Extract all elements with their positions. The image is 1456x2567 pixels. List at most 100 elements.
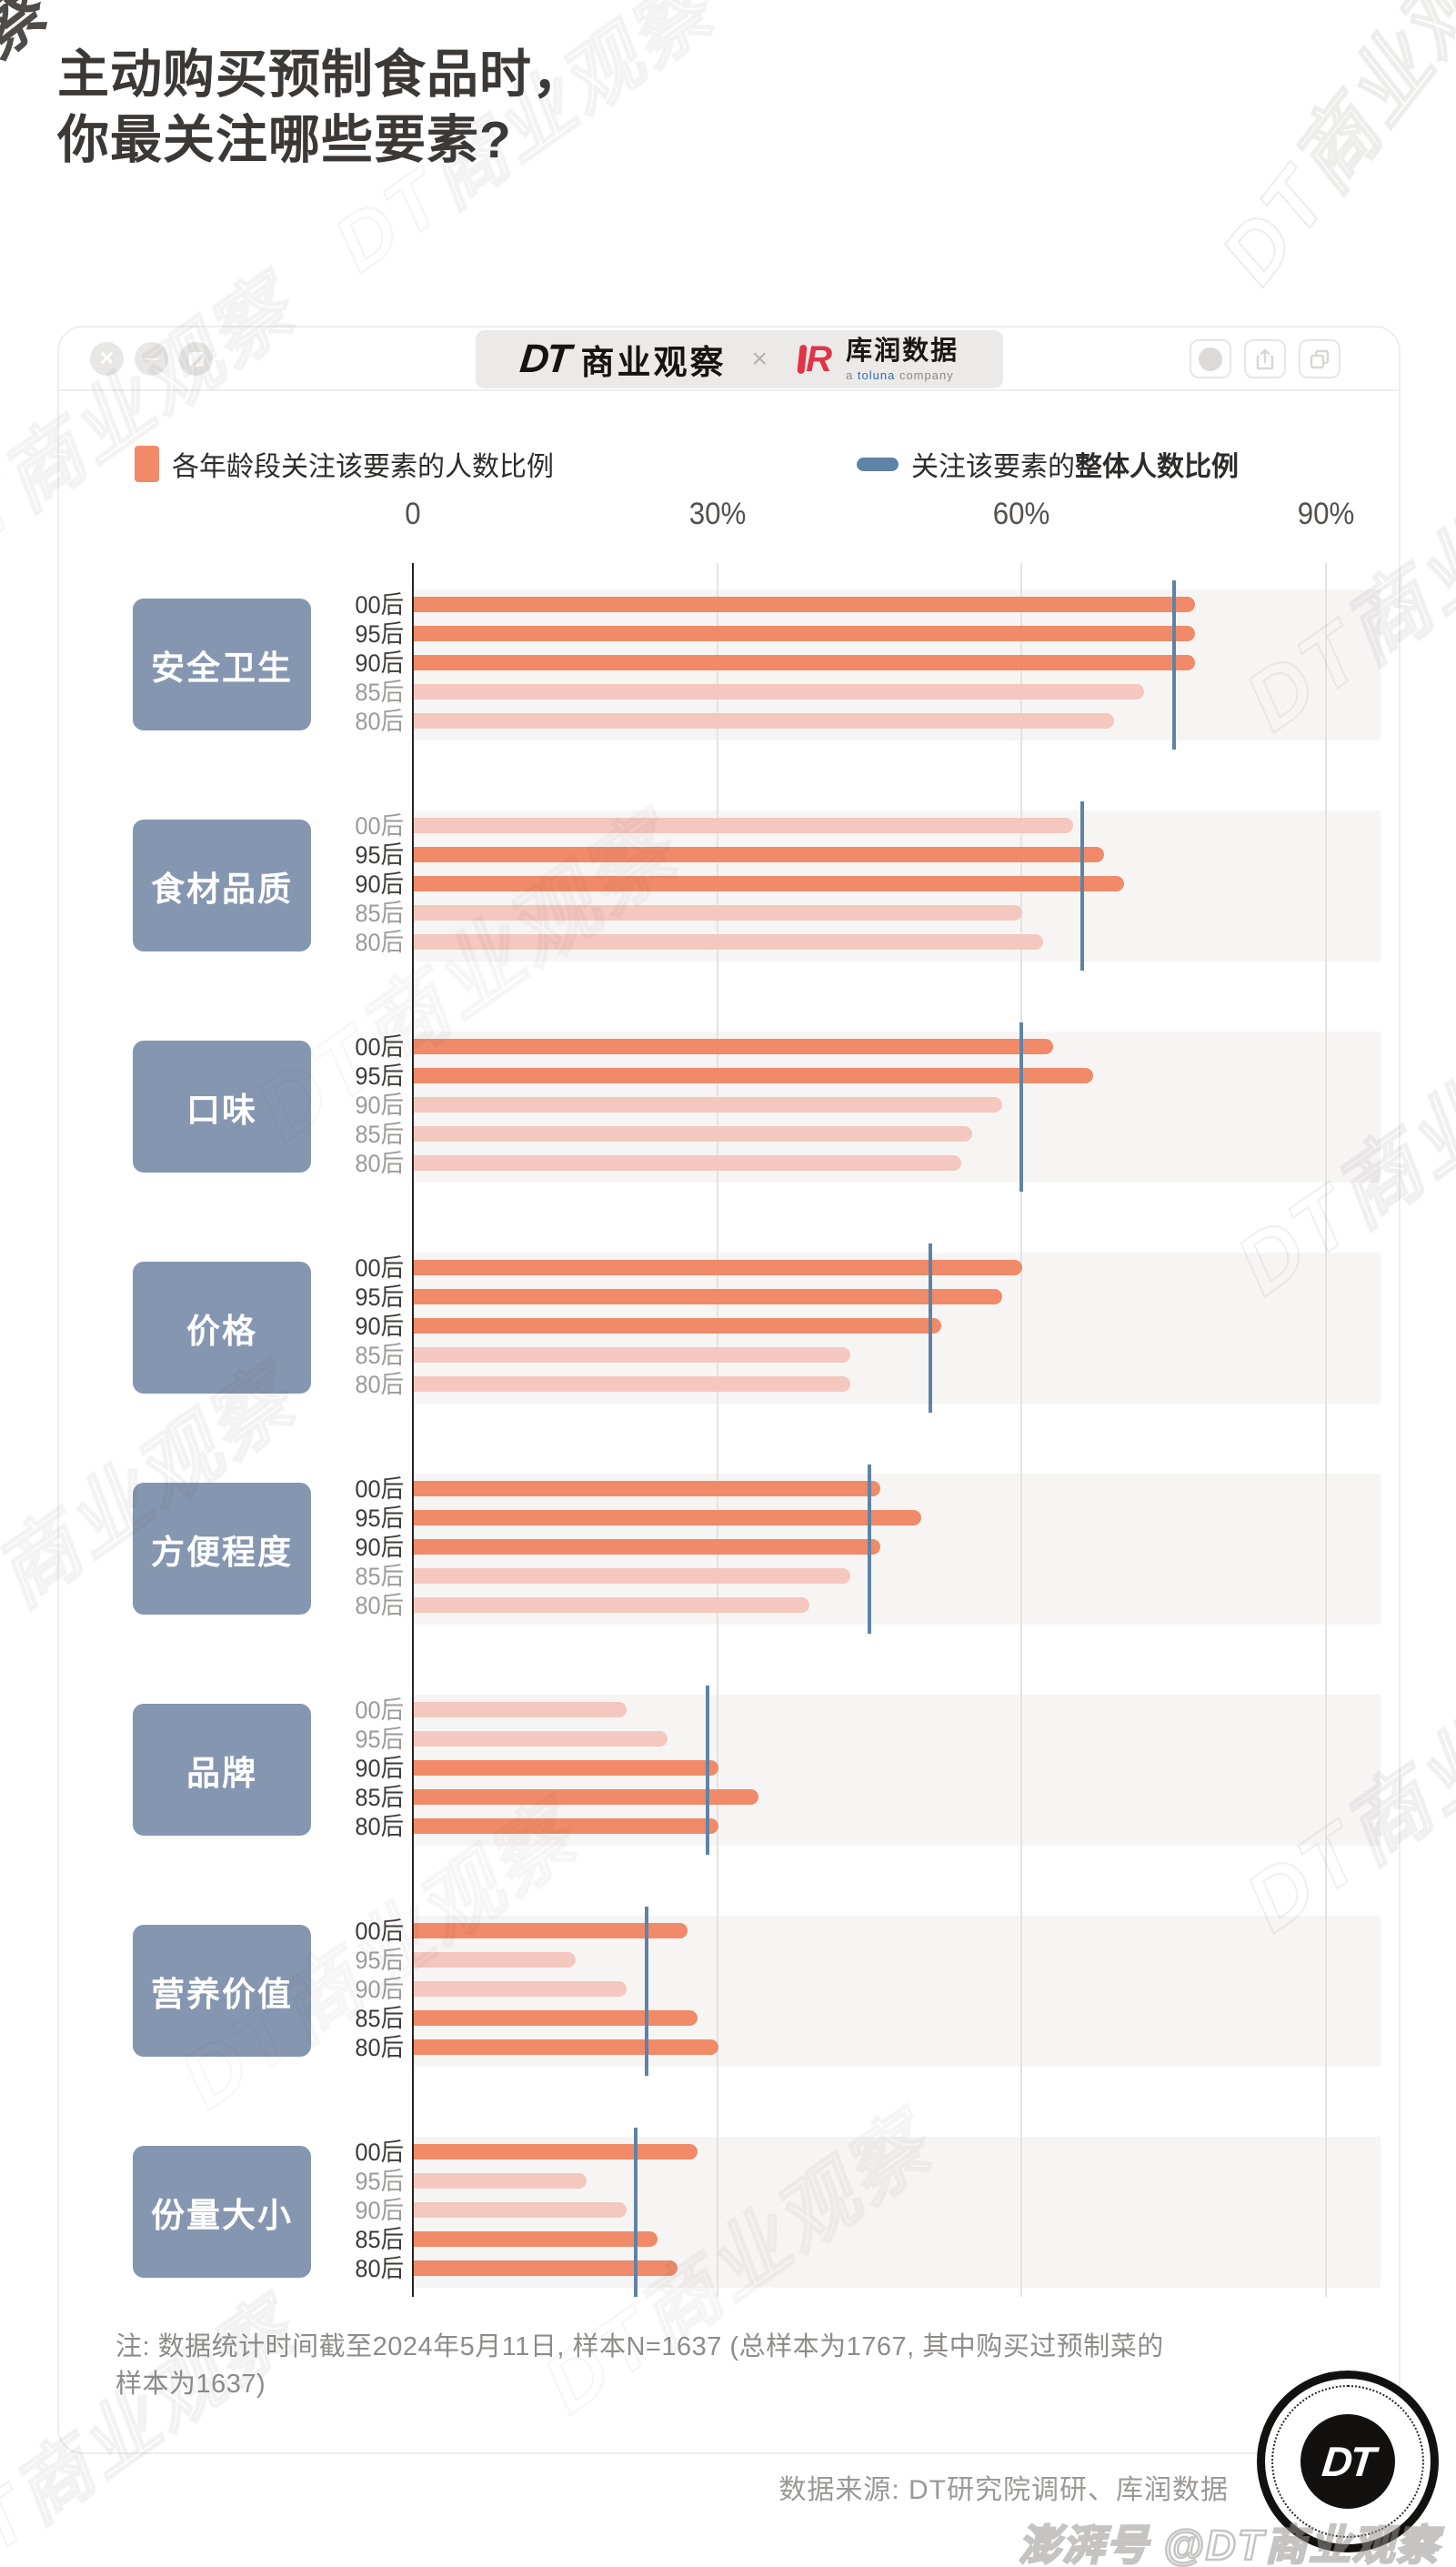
age-label: 85后 <box>355 2005 404 2032</box>
age-label: 00后 <box>355 812 404 840</box>
bar <box>414 1789 759 1805</box>
bar <box>414 2144 698 2159</box>
legend-age-label: 各年龄段关注该要素的人数比例 <box>172 452 554 482</box>
card-header: ✕ ─ DT 商业观察 × R 库润数据 a toluna company <box>59 327 1399 391</box>
bar <box>414 934 1043 950</box>
bar <box>414 1376 850 1392</box>
bar <box>414 1597 810 1613</box>
overall-line <box>705 1686 709 1855</box>
bar <box>414 2231 658 2247</box>
age-label: 85后 <box>355 679 404 706</box>
grid-line <box>716 563 718 2297</box>
bar <box>414 818 1074 833</box>
bar <box>414 1702 628 1717</box>
grid-line <box>1020 563 1023 2297</box>
overall-line <box>1080 801 1085 971</box>
page-title: 主动购买预制食品时， 你最关注哪些要素? <box>57 42 585 173</box>
dt-badge-logo: DT <box>1257 2371 1439 2552</box>
x-tick-label: 90% <box>1297 497 1355 531</box>
close-button[interactable]: ✕ <box>90 342 124 376</box>
age-label: 85后 <box>355 1342 404 1369</box>
age-label: 00后 <box>355 1033 404 1061</box>
record-button[interactable] <box>1190 339 1231 378</box>
bar <box>414 1539 881 1555</box>
bar <box>414 2202 628 2218</box>
bar <box>414 1481 881 1496</box>
category-box: 营养价值 <box>133 1925 311 2057</box>
category-box: 份量大小 <box>133 2146 311 2278</box>
age-label: 90后 <box>355 649 404 677</box>
bar <box>414 1760 718 1776</box>
age-label: 80后 <box>355 1371 404 1398</box>
age-label: 85后 <box>355 1563 404 1590</box>
age-label: 95后 <box>355 1947 404 1974</box>
grid-line <box>1325 563 1327 2297</box>
partner-name: 库润数据 <box>846 336 959 366</box>
age-label: 95后 <box>355 2168 404 2195</box>
bar <box>414 1952 577 1968</box>
age-label: 00后 <box>355 1475 404 1503</box>
age-label: 90后 <box>355 871 404 898</box>
age-label: 90后 <box>355 1976 404 2003</box>
bar <box>414 1347 850 1363</box>
bar <box>414 684 1145 700</box>
bar <box>414 1818 718 1834</box>
bar <box>414 1155 962 1171</box>
badge-dotted-ring <box>1271 2385 1424 2538</box>
legend-age-item: 各年龄段关注该要素的人数比例 <box>135 444 554 484</box>
y-axis-line <box>412 563 414 2297</box>
age-label: 90后 <box>355 1092 404 1119</box>
header-actions <box>1190 339 1341 378</box>
category-box: 口味 <box>133 1041 311 1173</box>
overall-line <box>1019 1022 1024 1192</box>
record-circle-icon <box>1199 347 1222 371</box>
share-button[interactable] <box>1244 339 1286 378</box>
browser-card: ✕ ─ DT 商业观察 × R 库润数据 a toluna company <box>57 326 1401 2454</box>
age-label: 80后 <box>355 2034 404 2061</box>
overall-line <box>1171 580 1176 750</box>
copy-button[interactable] <box>1299 339 1341 378</box>
bar <box>414 1039 1053 1054</box>
age-label: 00后 <box>355 1254 404 1282</box>
partner-subtitle: a toluna company <box>846 367 954 382</box>
bar <box>414 1289 1003 1304</box>
minimize-button[interactable]: ─ <box>135 342 168 376</box>
category-box: 食材品质 <box>133 820 311 951</box>
age-label: 85后 <box>355 1121 404 1148</box>
overall-line <box>644 1907 648 2076</box>
age-label: 80后 <box>355 929 404 956</box>
legend-overall-item: 关注该要素的整体人数比例 <box>857 444 1239 484</box>
bar <box>414 847 1104 862</box>
data-source: 数据来源: DT研究院调研、库润数据 <box>778 2475 1229 2505</box>
age-label: 95后 <box>355 841 404 869</box>
restore-icon <box>188 351 204 367</box>
age-label: 95后 <box>355 1284 404 1311</box>
bar <box>414 1318 942 1334</box>
age-label: 85后 <box>355 2226 404 2253</box>
bar <box>414 597 1195 612</box>
share-icon <box>1256 348 1274 369</box>
footnote: 注: 数据统计时间截至2024年5月11日, 样本N=1637 (总样本为176… <box>115 2332 1164 2399</box>
partner-block: 库润数据 a toluna company <box>846 336 959 382</box>
legend-overall-label: 关注该要素的整体人数比例 <box>911 452 1239 482</box>
x-tick-label: 0 <box>405 497 421 531</box>
overall-line <box>928 1243 932 1413</box>
age-label: 80后 <box>355 1592 404 1619</box>
overall-line <box>634 2128 638 2297</box>
kurun-logo-icon: R <box>793 337 837 381</box>
age-label: 95后 <box>355 620 404 648</box>
page-title-line2: 你最关注哪些要素? <box>57 111 512 169</box>
age-label: 90后 <box>355 1755 404 1782</box>
bar <box>414 713 1114 729</box>
bar <box>414 905 1023 921</box>
bar <box>414 1510 921 1525</box>
bottom-watermark: 澎湃号 @DT商业观察 <box>1018 2521 1440 2567</box>
age-label: 85后 <box>355 1784 404 1811</box>
category-box: 品牌 <box>133 1704 311 1836</box>
age-label: 85后 <box>355 900 404 927</box>
restore-button[interactable] <box>179 342 213 376</box>
age-label: 90后 <box>355 1534 404 1561</box>
x-tick-label: 30% <box>688 497 746 531</box>
window-controls: ✕ ─ <box>90 342 213 376</box>
